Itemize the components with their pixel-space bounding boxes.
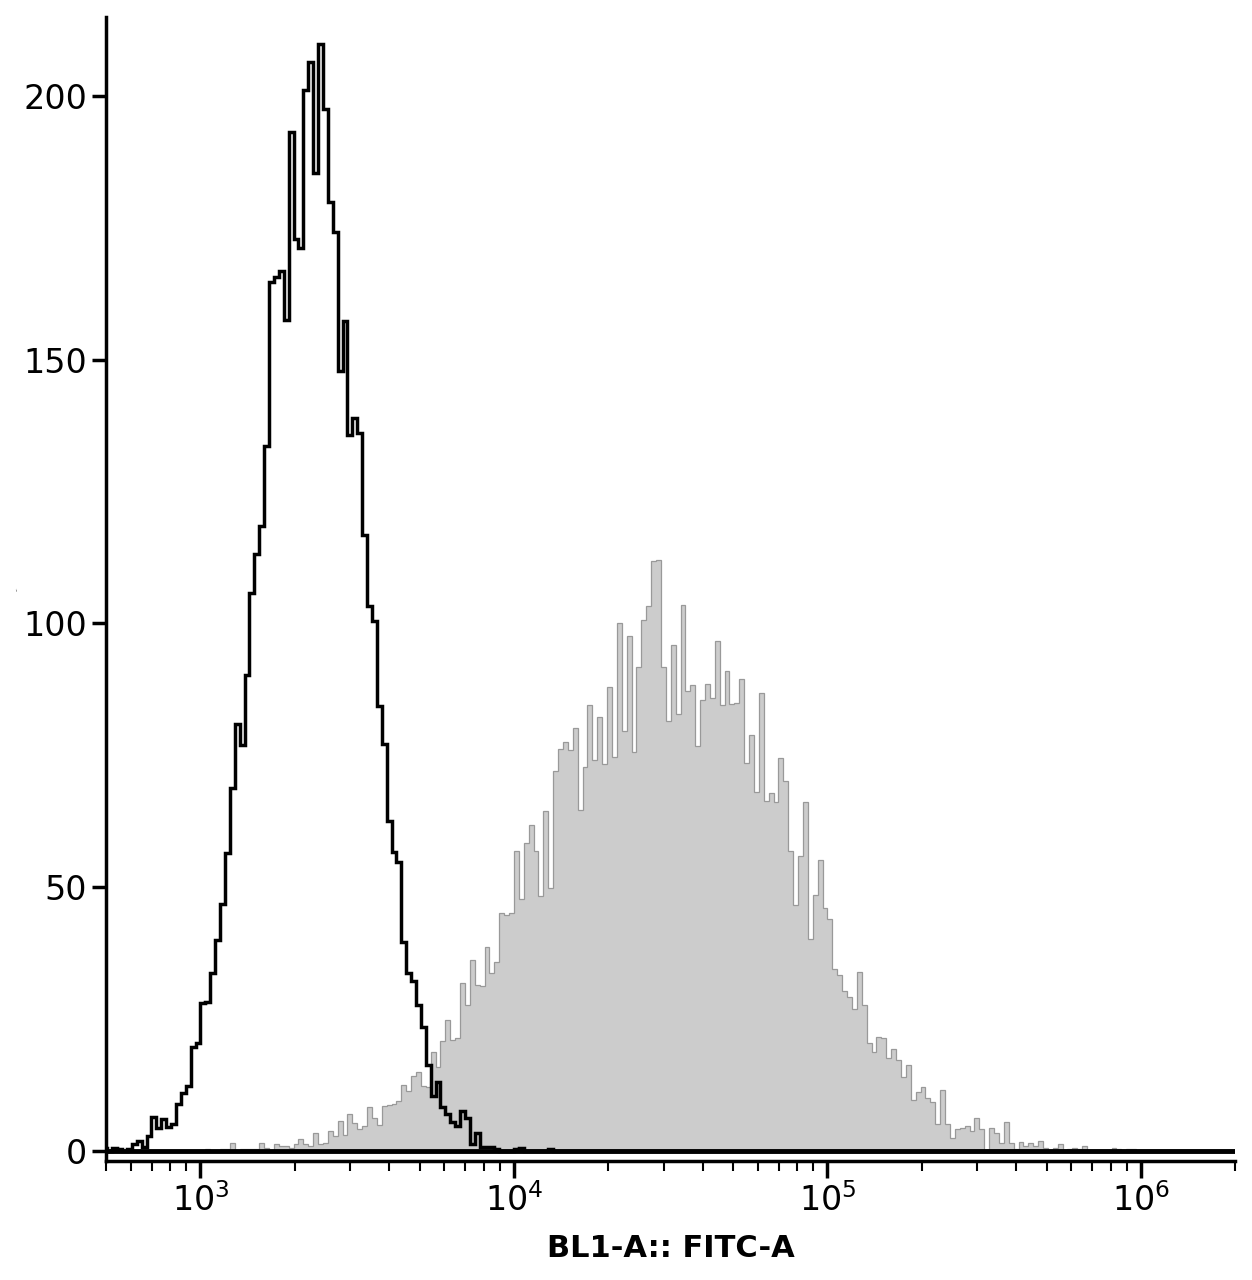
X-axis label: BL1-A:: FITC-A: BL1-A:: FITC-A [547,1234,795,1263]
